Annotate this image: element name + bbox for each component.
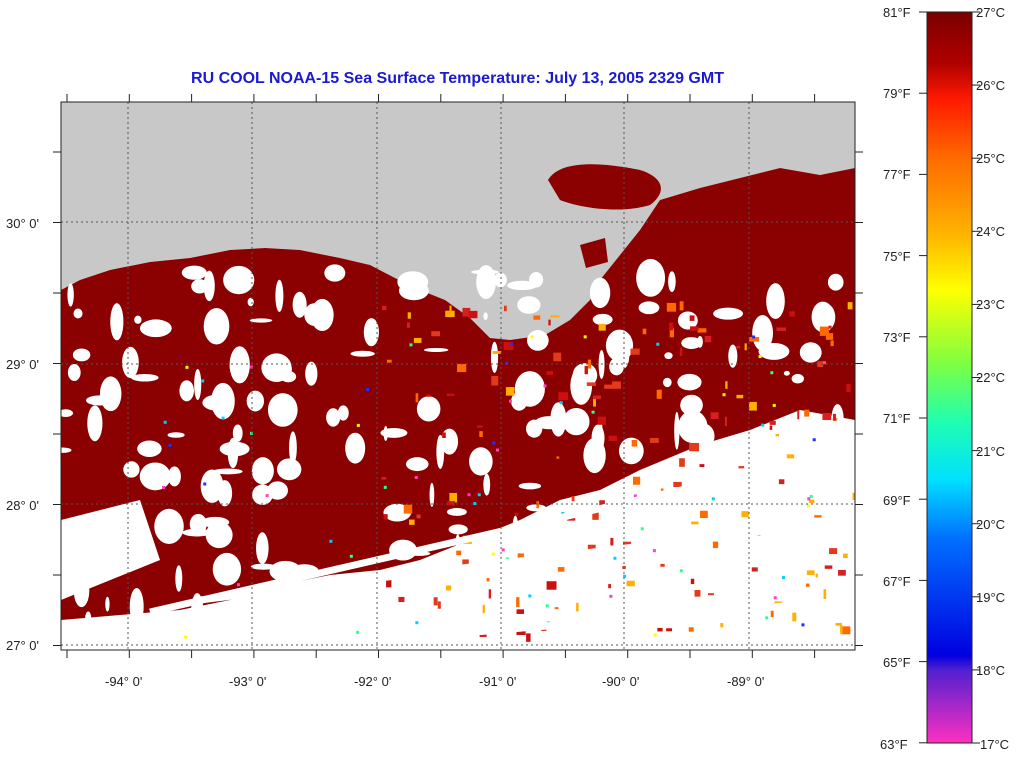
cb-c-label: 23°C	[976, 297, 1005, 312]
cb-f-label: 65°F	[883, 655, 911, 670]
chart-title: RU COOL NOAA-15 Sea Surface Temperature:…	[191, 70, 724, 87]
cb-f-label: 81°F	[883, 5, 911, 20]
cb-c-label: 18°C	[976, 663, 1005, 678]
land-area	[61, 102, 855, 340]
longitude-labels: -94° 0' -93° 0' -92° 0' -91° 0' -90° 0' …	[105, 674, 764, 689]
map-panel	[61, 102, 855, 650]
latitude-labels: 30° 0' 29° 0' 28° 0' 27° 0'	[6, 216, 39, 653]
cb-f-label: 73°F	[883, 330, 911, 345]
cb-f-label: 67°F	[883, 574, 911, 589]
graticule	[61, 102, 855, 650]
cb-c-label: 17°C	[980, 737, 1009, 752]
lon-label-93: -93° 0'	[229, 674, 266, 689]
colorbar-c-labels: 27°C 26°C 25°C 24°C 23°C 22°C 21°C 20°C …	[976, 5, 1009, 752]
colorbar-gradient	[926, 11, 973, 744]
colorbar: 81°F 79°F 77°F 75°F 73°F 71°F 69°F 67°F …	[880, 5, 1009, 752]
cb-c-label: 25°C	[976, 151, 1005, 166]
cb-c-label: 27°C	[976, 5, 1005, 20]
cb-c-label: 26°C	[976, 78, 1005, 93]
cb-c-label: 20°C	[976, 517, 1005, 532]
lat-label-29: 29° 0'	[6, 357, 39, 372]
cb-f-label: 79°F	[883, 86, 911, 101]
lon-label-92: -92° 0'	[354, 674, 391, 689]
lon-label-91: -91° 0'	[479, 674, 516, 689]
cb-f-label: 77°F	[883, 167, 911, 182]
cb-c-label: 22°C	[976, 370, 1005, 385]
map-border	[60, 101, 856, 651]
lon-label-94: -94° 0'	[105, 674, 142, 689]
lat-label-28: 28° 0'	[6, 498, 39, 513]
cb-f-label: 71°F	[883, 411, 911, 426]
cb-f-label: 75°F	[883, 249, 911, 264]
cb-c-label: 21°C	[976, 444, 1005, 459]
cb-c-label: 24°C	[976, 224, 1005, 239]
lon-label-90: -90° 0'	[602, 674, 639, 689]
lat-label-27: 27° 0'	[6, 638, 39, 653]
map-ticks	[53, 94, 863, 658]
lon-label-89: -89° 0'	[727, 674, 764, 689]
cb-f-label: 69°F	[883, 493, 911, 508]
cb-c-label: 19°C	[976, 590, 1005, 605]
colorbar-f-labels: 81°F 79°F 77°F 75°F 73°F 71°F 69°F 67°F …	[880, 5, 911, 752]
lat-label-30: 30° 0'	[6, 216, 39, 231]
warm-patches	[162, 301, 855, 642]
cb-f-label: 63°F	[880, 737, 908, 752]
swath-gaps	[149, 446, 855, 644]
